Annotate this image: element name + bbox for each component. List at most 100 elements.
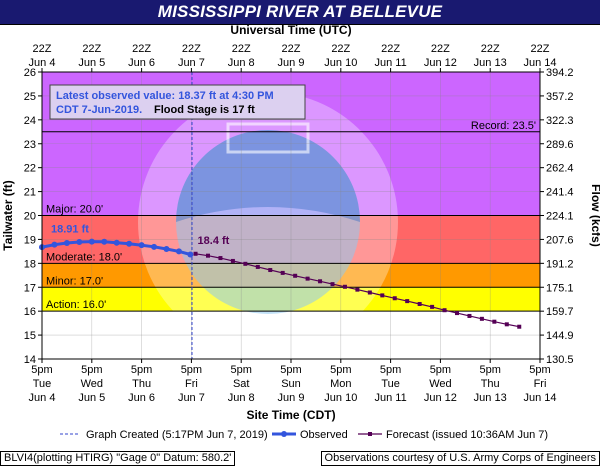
x-tick-time: 5pm: [529, 364, 550, 376]
y2-tick-label: 130.5: [546, 354, 574, 366]
top-tick-label: 22Z: [331, 43, 350, 55]
forecast-point: [467, 313, 472, 318]
y-axis-title: Tailwater (ft): [1, 180, 15, 250]
top-tick-label: 22Z: [132, 43, 151, 55]
info-line-2-date: CDT 7-Jun-2019.: [56, 104, 142, 116]
y-tick-label: 15: [24, 330, 36, 342]
top-axis-title: Universal Time (UTC): [230, 23, 351, 37]
observed-point: [187, 251, 194, 258]
x-tick-time: 5pm: [31, 364, 52, 376]
observed-point: [101, 238, 108, 245]
forecast-point: [206, 253, 210, 258]
forecast-point: [293, 273, 298, 278]
x-tick-time: 5pm: [230, 364, 251, 376]
y-tick-label: 21: [24, 187, 36, 199]
y2-tick-label: 191.2: [546, 258, 574, 270]
x-tick-date: Jun 12: [424, 392, 457, 404]
x-tick-date: Jun 9: [278, 392, 305, 404]
top-tick-label: 22Z: [381, 43, 400, 55]
x-tick-date: Jun 8: [228, 392, 255, 404]
legend-observed-dot: [281, 431, 287, 437]
forecast-point: [318, 279, 323, 284]
forecast-point: [517, 324, 522, 329]
forecast-point: [330, 282, 335, 287]
top-tick-date: Jun 8: [228, 57, 255, 69]
forecast-point: [255, 264, 260, 269]
forecast-point: [417, 301, 422, 306]
info-line-1: Latest observed value: 18.37 ft at 4:30 …: [56, 90, 274, 102]
legend-observed-label: Observed: [300, 429, 348, 441]
stage-label-minor: Minor: 17.0': [46, 275, 103, 287]
observed-point: [51, 241, 58, 248]
forecast-point: [479, 316, 484, 321]
x-tick-day: Tue: [381, 378, 400, 390]
x-tick-day: Thu: [481, 378, 500, 390]
x-tick-day: Wed: [81, 378, 103, 390]
info-box: Latest observed value: 18.37 ft at 4:30 …: [49, 84, 306, 120]
x-tick-date: Jun 7: [178, 392, 205, 404]
observed-point: [151, 243, 158, 250]
observed-point: [175, 248, 182, 255]
y-tick-label: 17: [24, 282, 36, 294]
y2-tick-label: 322.3: [546, 115, 574, 127]
legend-forecast-label: Forecast (issued 10:36AM Jun 7): [386, 429, 548, 441]
x-axis-title: Site Time (CDT): [246, 408, 335, 422]
forecast-point: [268, 268, 273, 273]
x-tick-time: 5pm: [181, 364, 202, 376]
observed-peak-label: 18.91 ft: [51, 224, 89, 236]
y2-tick-label: 357.2: [546, 91, 574, 103]
y2-tick-label: 207.6: [546, 234, 574, 246]
x-tick-time: 5pm: [430, 364, 451, 376]
info-box-frame: [49, 84, 306, 120]
y-tick-label: 16: [24, 306, 36, 318]
top-tick-date: Jun 4: [29, 57, 56, 69]
y-tick-label: 25: [24, 91, 36, 103]
top-tick-label: 22Z: [481, 43, 500, 55]
x-tick-time: 5pm: [330, 364, 351, 376]
top-tick-date: Jun 6: [128, 57, 155, 69]
x-tick-date: Jun 11: [374, 392, 406, 404]
x-tick-time: 5pm: [81, 364, 102, 376]
x-tick-day: Wed: [429, 378, 451, 390]
x-tick-day: Thu: [132, 378, 151, 390]
noaa-watermark: [138, 92, 398, 352]
info-line-2-flood: Flood Stage is 17 ft: [154, 104, 255, 116]
forecast-point: [342, 284, 347, 289]
legend: Graph Created (5:17PM Jun 7, 2019) Observ…: [60, 429, 548, 441]
stage-label-major: Major: 20.0': [46, 204, 103, 216]
watermark-logo-box: [226, 122, 310, 154]
y2-tick-label: 394.2: [546, 67, 574, 79]
y-tick-label: 24: [24, 115, 36, 127]
top-tick-date: Jun 7: [178, 57, 205, 69]
chart-title: MISSISSIPPI RIVER AT BELLEVUE: [157, 2, 443, 21]
observed-point: [138, 242, 145, 249]
x-tick-day: Tue: [33, 378, 52, 390]
footer-credit: Observations courtesy of U.S. Army Corps…: [320, 451, 600, 466]
stage-label-moderate: Moderate: 18.0': [46, 251, 122, 263]
forecast-point: [405, 299, 410, 304]
top-tick-label: 22Z: [282, 43, 301, 55]
y2-tick-label: 289.6: [546, 139, 574, 151]
watermark-bird-shape: [176, 130, 360, 222]
y-tick-label: 26: [24, 67, 36, 79]
y-tick-label: 14: [24, 354, 36, 366]
forecast-point: [193, 251, 198, 256]
y-tick-label: 18: [24, 258, 36, 270]
x-tick-time: 5pm: [479, 364, 500, 376]
forecast-point: [230, 258, 235, 263]
x-tick-time: 5pm: [280, 364, 301, 376]
top-tick-date: Jun 9: [278, 57, 305, 69]
forecast-point: [305, 276, 310, 281]
y2-axis-title: Flow (kcfs): [589, 184, 600, 247]
forecast-point: [355, 287, 360, 292]
top-tick-date: Jun 5: [78, 57, 105, 69]
footer-datum: BLVI4(plotting HTIRG) "Gage 0" Datum: 58…: [0, 451, 236, 466]
forecast-point: [392, 296, 397, 301]
legend-forecast-dot: [368, 432, 372, 436]
top-tick-date: Jun 13: [474, 57, 507, 69]
y-tick-label: 20: [24, 211, 36, 223]
top-tick-label: 22Z: [33, 43, 52, 55]
y2-tick-label: 175.1: [546, 282, 574, 294]
legend-created-label: Graph Created (5:17PM Jun 7, 2019): [86, 429, 268, 441]
